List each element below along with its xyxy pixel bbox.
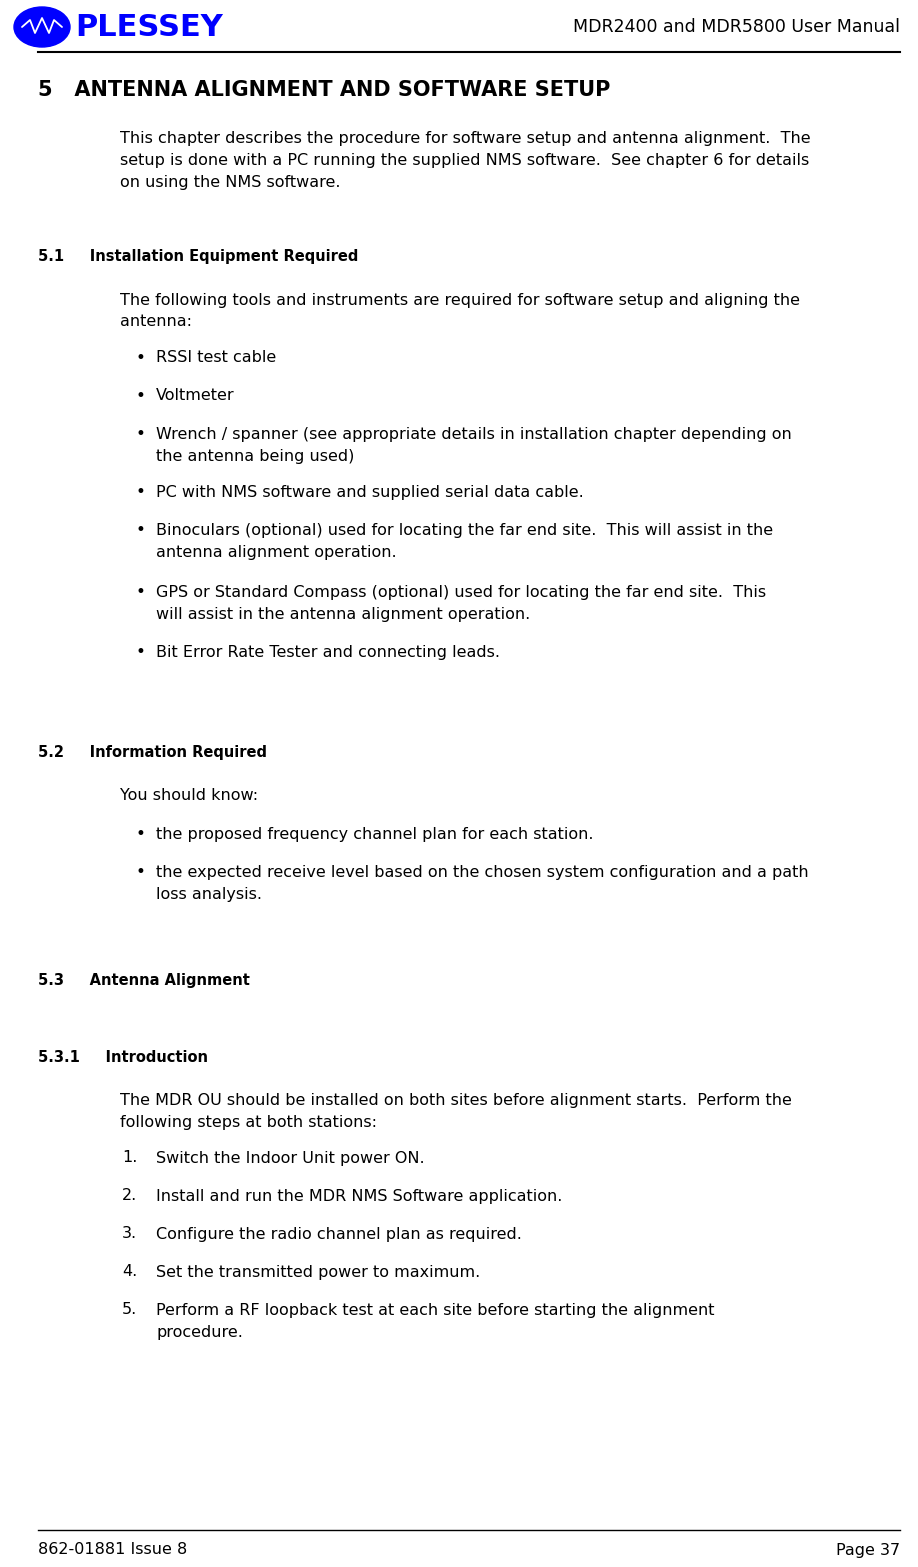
Text: •: • (135, 642, 145, 661)
Text: Configure the radio channel plan as required.: Configure the radio channel plan as requ… (156, 1227, 521, 1241)
Text: Voltmeter: Voltmeter (156, 389, 235, 403)
Text: the proposed frequency channel plan for each station.: the proposed frequency channel plan for … (156, 826, 594, 841)
Text: loss analysis.: loss analysis. (156, 887, 262, 901)
Text: Wrench / spanner (see appropriate details in installation chapter depending on: Wrench / spanner (see appropriate detail… (156, 426, 791, 442)
Text: 5.1     Installation Equipment Required: 5.1 Installation Equipment Required (38, 249, 358, 263)
Text: Switch the Indoor Unit power ON.: Switch the Indoor Unit power ON. (156, 1150, 425, 1166)
Text: 5   ANTENNA ALIGNMENT AND SOFTWARE SETUP: 5 ANTENNA ALIGNMENT AND SOFTWARE SETUP (38, 80, 610, 100)
Text: GPS or Standard Compass (optional) used for locating the far end site.  This: GPS or Standard Compass (optional) used … (156, 584, 767, 600)
Ellipse shape (14, 6, 70, 47)
Text: •: • (135, 863, 145, 881)
Text: Binoculars (optional) used for locating the far end site.  This will assist in t: Binoculars (optional) used for locating … (156, 522, 773, 537)
Text: on using the NMS software.: on using the NMS software. (120, 174, 341, 190)
Text: •: • (135, 583, 145, 602)
Text: Set the transmitted power to maximum.: Set the transmitted power to maximum. (156, 1265, 480, 1280)
Text: 2.: 2. (122, 1188, 138, 1203)
Text: 5.: 5. (122, 1302, 138, 1318)
Text: PC with NMS software and supplied serial data cable.: PC with NMS software and supplied serial… (156, 484, 584, 500)
Text: 5.3.1     Introduction: 5.3.1 Introduction (38, 1050, 208, 1066)
Text: MDR2400 and MDR5800 User Manual: MDR2400 and MDR5800 User Manual (573, 17, 900, 36)
Text: RSSI test cable: RSSI test cable (156, 351, 276, 365)
Text: This chapter describes the procedure for software setup and antenna alignment.  : This chapter describes the procedure for… (120, 130, 811, 146)
Text: the antenna being used): the antenna being used) (156, 448, 354, 464)
Text: •: • (135, 824, 145, 843)
Text: antenna alignment operation.: antenna alignment operation. (156, 544, 397, 559)
Text: 862-01881 Issue 8: 862-01881 Issue 8 (38, 1542, 187, 1558)
Text: Perform a RF loopback test at each site before starting the alignment: Perform a RF loopback test at each site … (156, 1302, 714, 1318)
Text: •: • (135, 483, 145, 501)
Text: You should know:: You should know: (120, 788, 258, 804)
Text: 5.2     Information Required: 5.2 Information Required (38, 744, 267, 760)
Text: 1.: 1. (122, 1150, 138, 1166)
Text: Install and run the MDR NMS Software application.: Install and run the MDR NMS Software app… (156, 1188, 563, 1203)
Text: antenna:: antenna: (120, 315, 192, 329)
Text: the expected receive level based on the chosen system configuration and a path: the expected receive level based on the … (156, 865, 809, 879)
Text: The MDR OU should be installed on both sites before alignment starts.  Perform t: The MDR OU should be installed on both s… (120, 1092, 792, 1108)
Text: 5.3     Antenna Alignment: 5.3 Antenna Alignment (38, 973, 250, 987)
Text: 4.: 4. (122, 1265, 138, 1280)
Text: will assist in the antenna alignment operation.: will assist in the antenna alignment ope… (156, 606, 531, 622)
Text: Bit Error Rate Tester and connecting leads.: Bit Error Rate Tester and connecting lea… (156, 644, 500, 660)
Text: •: • (135, 425, 145, 443)
Text: •: • (135, 387, 145, 404)
Text: 3.: 3. (122, 1227, 137, 1241)
Text: setup is done with a PC running the supplied NMS software.  See chapter 6 for de: setup is done with a PC running the supp… (120, 152, 810, 168)
Text: procedure.: procedure. (156, 1324, 243, 1340)
Text: PLESSEY: PLESSEY (75, 13, 223, 41)
Text: The following tools and instruments are required for software setup and aligning: The following tools and instruments are … (120, 293, 800, 307)
Text: •: • (135, 520, 145, 539)
Text: following steps at both stations:: following steps at both stations: (120, 1114, 377, 1130)
Text: Page 37: Page 37 (836, 1542, 900, 1558)
Text: •: • (135, 349, 145, 367)
